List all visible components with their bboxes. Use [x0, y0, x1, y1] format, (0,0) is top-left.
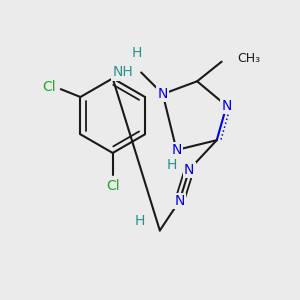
Text: N: N: [171, 143, 182, 157]
Text: Cl: Cl: [42, 80, 56, 94]
Text: CH₃: CH₃: [237, 52, 260, 65]
Text: N: N: [221, 99, 232, 113]
Text: N: N: [184, 163, 194, 177]
Text: Cl: Cl: [106, 179, 119, 193]
Text: H: H: [132, 46, 142, 60]
Text: N: N: [158, 87, 168, 101]
Text: H: H: [167, 158, 177, 172]
Text: NH: NH: [112, 65, 133, 80]
Text: N: N: [174, 194, 184, 208]
Text: H: H: [135, 214, 146, 228]
